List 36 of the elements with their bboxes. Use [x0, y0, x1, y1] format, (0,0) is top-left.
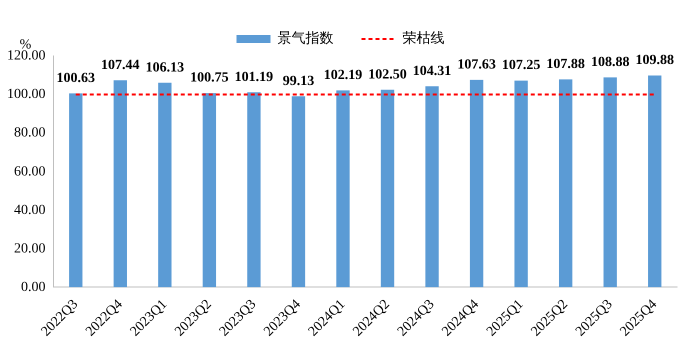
- y-tick-label: 0.00: [21, 280, 46, 295]
- bar: [514, 80, 528, 288]
- bar: [336, 90, 350, 288]
- y-tick-label: 60.00: [14, 164, 46, 180]
- bar: [470, 80, 484, 288]
- bar: [158, 82, 172, 288]
- y-tick-label: 80.00: [14, 126, 46, 141]
- text: 107.25: [502, 58, 540, 74]
- bar: [648, 76, 662, 288]
- legend-label: 景气指数: [278, 30, 334, 47]
- text: 108.88: [590, 55, 630, 70]
- y-tick-label: 20.00: [14, 241, 46, 256]
- bar: [604, 77, 617, 288]
- bar: [380, 90, 394, 288]
- y-tick-label: 100.00: [7, 87, 46, 102]
- text: 104.31: [412, 64, 452, 79]
- text: 107.88: [546, 56, 585, 72]
- bar: [69, 93, 82, 288]
- text: 101.19: [234, 70, 274, 85]
- text: 102.19: [324, 68, 362, 83]
- text: 99.13: [282, 74, 314, 89]
- bar: [114, 80, 127, 288]
- text: 107.44: [101, 58, 140, 73]
- bar: [202, 93, 216, 288]
- bar: [247, 92, 261, 288]
- y-tick-label: 40.00: [14, 202, 46, 218]
- text: 106.13: [146, 60, 184, 76]
- bar: [558, 79, 572, 288]
- bar: [292, 96, 306, 288]
- text: 100.63: [56, 70, 96, 86]
- legend-label: 荣枯线: [402, 30, 444, 47]
- text: 107.63: [457, 57, 496, 72]
- text: 100.75: [190, 70, 229, 86]
- text: 102.50: [368, 67, 407, 82]
- text: 109.88: [635, 53, 674, 68]
- bar: [425, 86, 439, 288]
